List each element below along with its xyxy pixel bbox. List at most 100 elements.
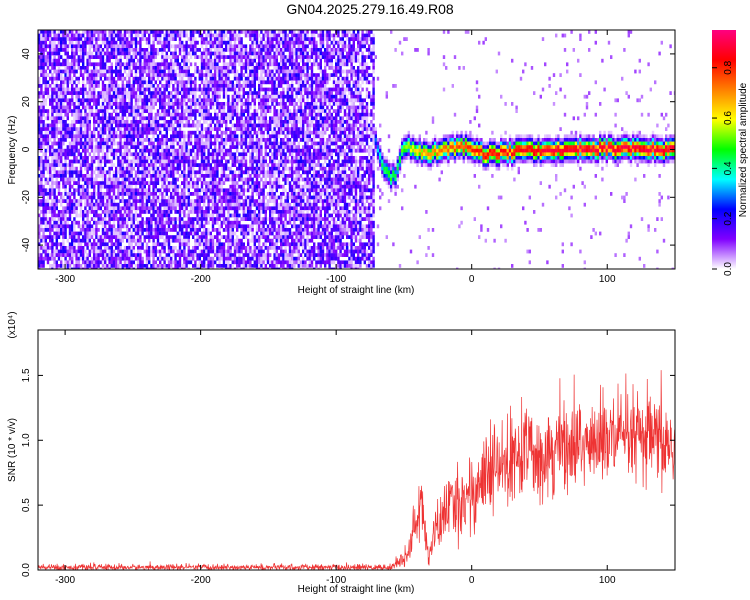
heatmap-cell xyxy=(123,188,127,193)
heatmap-cell xyxy=(128,33,131,38)
heatmap-cell xyxy=(90,62,94,67)
heatmap-cell xyxy=(152,130,155,135)
heatmap-cell xyxy=(134,94,138,99)
heatmap-cell xyxy=(88,253,91,257)
heatmap-cell xyxy=(227,66,230,70)
heatmap-cell xyxy=(207,188,210,193)
heatmap-cell xyxy=(132,87,135,92)
heatmap-cell xyxy=(181,91,184,95)
heatmap-cell xyxy=(231,87,234,92)
heatmap-cell xyxy=(233,174,237,178)
heatmap-cell xyxy=(143,238,146,243)
heatmap-cell xyxy=(119,152,122,157)
heatmap-cell xyxy=(143,30,146,34)
heatmap-cell xyxy=(55,264,58,268)
heatmap-cell xyxy=(211,94,215,99)
heatmap-cell xyxy=(134,228,138,232)
heatmap-cell xyxy=(66,116,69,121)
heatmap-cell xyxy=(139,138,142,142)
heatmap-cell xyxy=(165,217,168,221)
heatmap-cell xyxy=(137,138,140,142)
heatmap-cell xyxy=(55,267,58,269)
heatmap-cell xyxy=(132,206,135,211)
heatmap-cell xyxy=(187,181,190,185)
heatmap-cell xyxy=(73,123,76,128)
heatmap-cell xyxy=(104,76,107,81)
heatmap-cell xyxy=(216,84,219,88)
heatmap-cell xyxy=(174,91,177,95)
heatmap-cell xyxy=(108,116,111,121)
heatmap-cell xyxy=(42,145,45,149)
heatmap-cell xyxy=(104,69,107,74)
heatmap-cell xyxy=(161,181,164,185)
heatmap-cell xyxy=(130,120,133,124)
heatmap-cell xyxy=(128,112,131,117)
heatmap-cell xyxy=(115,156,118,160)
heatmap-cell xyxy=(159,159,162,164)
heatmap-cell xyxy=(130,217,133,221)
heatmap-cell xyxy=(231,199,234,203)
heatmap-cell xyxy=(68,231,72,236)
heatmap-cell xyxy=(130,102,133,106)
heatmap-cell xyxy=(170,246,173,250)
heatmap-cell xyxy=(181,174,184,178)
heatmap-cell xyxy=(44,87,47,92)
heatmap-cell xyxy=(119,120,122,124)
heatmap-cell xyxy=(233,51,237,56)
heatmap-cell xyxy=(57,109,61,113)
heatmap-cell xyxy=(132,177,135,182)
heatmap-cell xyxy=(53,109,56,113)
heatmap-cell xyxy=(132,112,135,117)
heatmap-cell xyxy=(233,98,237,103)
heatmap-cell xyxy=(159,260,162,265)
heatmap-cell xyxy=(38,177,41,182)
heatmap-cell xyxy=(128,127,131,131)
heatmap-cell xyxy=(233,58,237,63)
heatmap-cell xyxy=(64,66,67,70)
heatmap-cell xyxy=(42,109,45,113)
heatmap-cell xyxy=(51,105,54,110)
heatmap-cell xyxy=(38,156,41,160)
heatmap-cell xyxy=(130,40,133,45)
heatmap-cell xyxy=(209,51,212,56)
heatmap-cell xyxy=(82,84,85,88)
heatmap-cell xyxy=(198,141,201,146)
heatmap-cell xyxy=(79,48,83,52)
heatmap-cell xyxy=(134,195,138,200)
heatmap-cell xyxy=(117,69,120,74)
heatmap-cell xyxy=(225,130,228,135)
heatmap-cell xyxy=(214,202,217,207)
heatmap-cell xyxy=(178,192,182,196)
heatmap-cell xyxy=(132,199,135,203)
heatmap-cell xyxy=(236,224,239,229)
heatmap-cell xyxy=(198,177,201,182)
heatmap-cell xyxy=(170,202,173,207)
heatmap-cell xyxy=(123,224,127,229)
heatmap-cell xyxy=(110,84,113,88)
heatmap-cell xyxy=(194,134,197,139)
heatmap-cell xyxy=(209,213,212,218)
heatmap-cell xyxy=(115,184,118,189)
heatmap-cell xyxy=(46,33,50,38)
heatmap-cell xyxy=(86,145,89,149)
heatmap-cell xyxy=(108,166,111,171)
heatmap-cell xyxy=(194,84,197,88)
heatmap-cell xyxy=(209,206,212,211)
heatmap-cell xyxy=(150,228,153,232)
heatmap-cell xyxy=(214,166,217,171)
heatmap-cell xyxy=(165,228,168,232)
heatmap-cell xyxy=(214,84,217,88)
heatmap-cell xyxy=(183,246,186,250)
heatmap-cell xyxy=(137,246,140,250)
heatmap-cell xyxy=(119,91,122,95)
heatmap-cell xyxy=(79,238,83,243)
heatmap-cell xyxy=(132,123,135,128)
heatmap-cell xyxy=(200,210,204,214)
heatmap-cell xyxy=(106,40,109,45)
heatmap-cell xyxy=(222,102,226,106)
heatmap-cell xyxy=(62,127,65,131)
heatmap-cell xyxy=(139,62,142,67)
heatmap-cell xyxy=(134,159,138,164)
heatmap-cell xyxy=(203,80,206,85)
heatmap-cell xyxy=(62,130,65,135)
